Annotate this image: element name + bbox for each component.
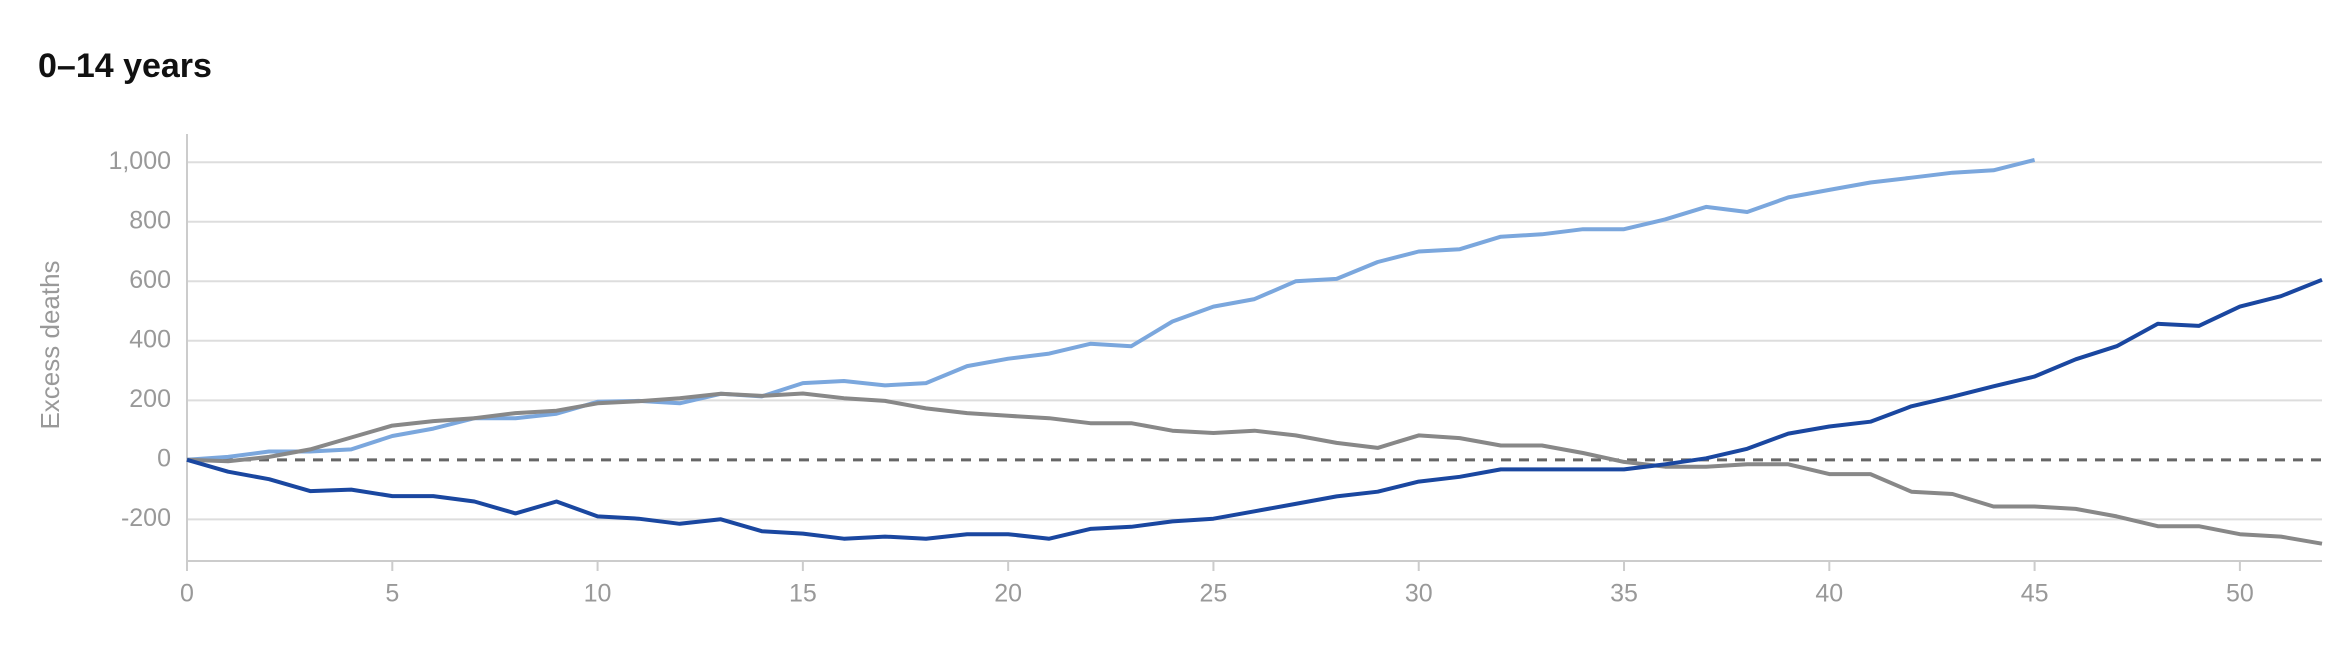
y-tick-label: 200 — [129, 385, 171, 413]
y-axis-label: Excess deaths — [35, 260, 65, 429]
y-tick-label: 1,000 — [108, 147, 171, 175]
line-series — [186, 277, 2323, 541]
y-tick-label: 800 — [129, 206, 171, 234]
x-tick-label: 15 — [789, 580, 817, 608]
x-tick-label: 50 — [2226, 580, 2254, 608]
y-tick-label: -200 — [121, 504, 171, 532]
line-series — [186, 391, 2323, 546]
x-tick-label: 10 — [584, 580, 612, 608]
x-tick-label: 40 — [1815, 580, 1843, 608]
chart-title: 0–14 years — [38, 47, 212, 85]
x-tick-label: 0 — [180, 580, 194, 608]
y-tick-label: 0 — [157, 444, 171, 472]
x-tick-label: 20 — [994, 580, 1022, 608]
x-tick-label: 45 — [2021, 580, 2049, 608]
y-tick-label: 400 — [129, 325, 171, 353]
x-tick-label: 30 — [1405, 580, 1433, 608]
line-series — [186, 157, 2036, 462]
x-tick-label: 5 — [385, 580, 399, 608]
x-tick-label: 25 — [1200, 580, 1228, 608]
y-tick-label: 600 — [129, 266, 171, 294]
x-tick-label: 35 — [1610, 580, 1638, 608]
